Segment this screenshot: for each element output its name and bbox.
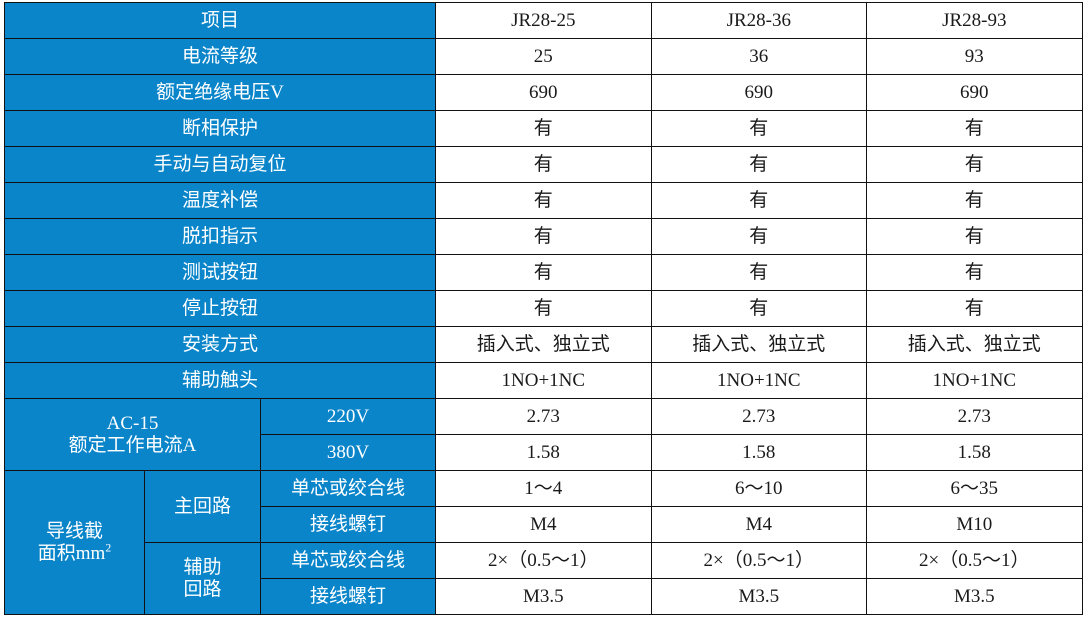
row-label: 安装方式 bbox=[3, 326, 437, 363]
row-value: M10 bbox=[866, 506, 1083, 543]
wire-main-screw-row: 接线螺钉 M4 M4 M10 bbox=[5, 506, 1083, 543]
row-value: 有 bbox=[650, 182, 868, 219]
table-header-row: 项目 JR28-25 JR28-36 JR28-93 bbox=[3, 2, 1083, 39]
row-value: 有 bbox=[435, 218, 652, 255]
row-value: 690 bbox=[435, 74, 652, 111]
row-value: 有 bbox=[866, 182, 1083, 219]
row-value: 有 bbox=[866, 146, 1083, 183]
row-value: 插入式、独立式 bbox=[866, 326, 1083, 363]
header-model-1: JR28-36 bbox=[650, 2, 868, 39]
row-label: 脱扣指示 bbox=[3, 218, 437, 255]
row-value: 有 bbox=[435, 182, 652, 219]
table-row: 停止按钮 有 有 有 bbox=[3, 290, 1083, 327]
row-value: M4 bbox=[435, 506, 652, 543]
ac15-row-220v: AC-15 额定工作电流A 220V 2.73 2.73 2.73 bbox=[4, 398, 1083, 471]
table-row: 电流等级 25 36 93 bbox=[3, 38, 1083, 75]
row-value: 有 bbox=[650, 146, 868, 183]
row-value: 有 bbox=[650, 218, 868, 255]
row-label: 断相保护 bbox=[3, 110, 437, 147]
row-value: 有 bbox=[650, 254, 868, 291]
row-value: 690 bbox=[650, 74, 868, 111]
row-label: 停止按钮 bbox=[3, 290, 437, 327]
table-row: 辅助触头 1NO+1NC 1NO+1NC 1NO+1NC bbox=[3, 362, 1083, 399]
row-value: 2.73 bbox=[866, 398, 1083, 435]
row-value: 插入式、独立式 bbox=[435, 326, 652, 363]
main-circuit-sub-label: 接线螺钉 bbox=[259, 506, 437, 543]
row-value: 2×（0.5～1） bbox=[435, 542, 652, 579]
row-value: M4 bbox=[650, 506, 868, 543]
row-value: 2×（0.5～1） bbox=[650, 542, 868, 579]
row-value: 有 bbox=[866, 218, 1083, 255]
table-row: 手动与自动复位 有 有 有 bbox=[3, 146, 1083, 183]
main-circuit-label: 主回路 bbox=[144, 470, 261, 543]
wire-aux-screw-row: 接线螺钉 M3.5 M3.5 M3.5 bbox=[5, 578, 1083, 615]
row-value: 36 bbox=[650, 38, 868, 75]
table-row: 测试按钮 有 有 有 bbox=[3, 254, 1083, 291]
row-value: M3.5 bbox=[866, 578, 1083, 615]
row-value: 25 bbox=[435, 38, 652, 75]
header-model-2: JR28-93 bbox=[866, 2, 1083, 39]
row-value: 1.58 bbox=[650, 434, 868, 471]
ac15-sub-label: 380V bbox=[259, 434, 437, 471]
header-item-label: 项目 bbox=[3, 2, 437, 39]
row-value: 有 bbox=[866, 110, 1083, 147]
main-circuit-sub-label: 单芯或绞合线 bbox=[259, 470, 437, 507]
row-label: 额定绝缘电压V bbox=[3, 74, 437, 111]
row-value: 2.73 bbox=[435, 398, 652, 435]
row-value: 6～10 bbox=[650, 470, 868, 507]
ac15-row-380v: 380V 1.58 1.58 1.58 bbox=[5, 434, 1083, 471]
ac15-label-line1: AC-15 bbox=[106, 413, 159, 435]
row-value: 1.58 bbox=[435, 434, 652, 471]
ac15-sub-label: 220V bbox=[259, 398, 437, 435]
table-row: 额定绝缘电压V 690 690 690 bbox=[3, 74, 1083, 111]
row-value: M3.5 bbox=[435, 578, 652, 615]
ac15-group-label: AC-15 额定工作电流A bbox=[4, 398, 261, 471]
aux-circuit-sub-label: 单芯或绞合线 bbox=[259, 542, 437, 579]
row-value: 有 bbox=[435, 290, 652, 327]
wire-label-line2: 面积mm2 bbox=[7, 541, 142, 564]
row-value: 690 bbox=[866, 74, 1083, 111]
row-value: 6～35 bbox=[866, 470, 1083, 507]
row-value: 有 bbox=[435, 146, 652, 183]
wire-label-superscript: 2 bbox=[105, 541, 112, 555]
product-specification-table: 项目 JR28-25 JR28-36 JR28-93 电流等级 25 36 93… bbox=[3, 2, 1083, 615]
row-value: 1～4 bbox=[435, 470, 652, 507]
header-model-0: JR28-25 bbox=[435, 2, 652, 39]
row-value: 93 bbox=[866, 38, 1083, 75]
row-value: 插入式、独立式 bbox=[650, 326, 868, 363]
table-row: 温度补偿 有 有 有 bbox=[3, 182, 1083, 219]
aux-circuit-label-line2: 回路 bbox=[183, 578, 222, 600]
row-value: M3.5 bbox=[650, 578, 868, 615]
aux-circuit-label: 辅助 回路 bbox=[144, 542, 261, 615]
row-label: 手动与自动复位 bbox=[3, 146, 437, 183]
row-label: 温度补偿 bbox=[3, 182, 437, 219]
row-value: 2.73 bbox=[650, 398, 868, 435]
aux-circuit-sub-label: 接线螺钉 bbox=[259, 578, 437, 615]
ac15-label-line2: 额定工作电流A bbox=[68, 434, 197, 456]
row-label: 电流等级 bbox=[3, 38, 437, 75]
row-value: 有 bbox=[866, 254, 1083, 291]
row-value: 有 bbox=[650, 110, 868, 147]
wire-aux-core-row: 辅助 回路 单芯或绞合线 2×（0.5～1） 2×（0.5～1） 2×（0.5～… bbox=[5, 542, 1083, 615]
row-value: 有 bbox=[650, 290, 868, 327]
wire-section-group-label: 导线截 面积mm2 bbox=[4, 470, 145, 615]
row-value: 有 bbox=[866, 290, 1083, 327]
row-value: 1.58 bbox=[866, 434, 1083, 471]
table-row: 安装方式 插入式、独立式 插入式、独立式 插入式、独立式 bbox=[3, 326, 1083, 363]
wire-label-line2-text: 面积mm bbox=[37, 542, 106, 564]
wire-label-line1: 导线截 bbox=[45, 521, 103, 543]
wire-main-core-row: 导线截 面积mm2 主回路 单芯或绞合线 1～4 6～10 6～35 bbox=[4, 470, 1083, 615]
row-label: 辅助触头 bbox=[3, 362, 437, 399]
row-value: 有 bbox=[435, 254, 652, 291]
row-label: 测试按钮 bbox=[3, 254, 437, 291]
row-value: 1NO+1NC bbox=[650, 362, 868, 399]
table-row: 脱扣指示 有 有 有 bbox=[3, 218, 1083, 255]
table-row: 断相保护 有 有 有 bbox=[3, 110, 1083, 147]
row-value: 2×（0.5～1） bbox=[866, 542, 1083, 579]
aux-circuit-label-line1: 辅助 bbox=[183, 557, 222, 579]
row-value: 1NO+1NC bbox=[866, 362, 1083, 399]
row-value: 1NO+1NC bbox=[435, 362, 652, 399]
row-value: 有 bbox=[435, 110, 652, 147]
